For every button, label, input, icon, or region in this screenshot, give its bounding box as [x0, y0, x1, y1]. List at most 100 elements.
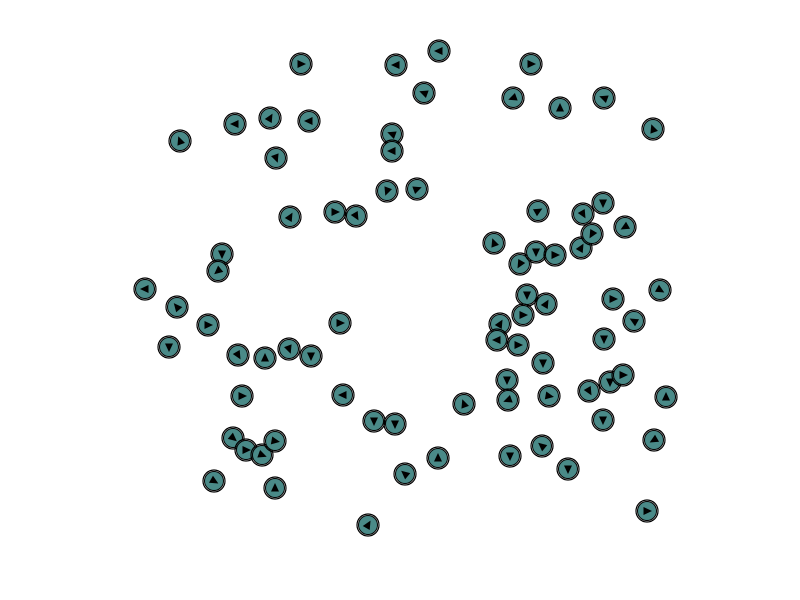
agent-outline-ring — [592, 86, 616, 110]
heading-arrow-icon — [599, 199, 607, 208]
agent-disc-icon — [223, 112, 247, 136]
agent-disc-icon — [601, 287, 625, 311]
agent-disc-icon — [356, 513, 380, 537]
agent-outline-ring — [168, 129, 192, 153]
heading-arrow-icon — [218, 250, 226, 259]
agent-disc-icon — [530, 434, 554, 458]
heading-arrow-icon — [519, 311, 528, 319]
agent-outline-ring — [591, 408, 615, 432]
agent-outline-ring — [331, 383, 355, 407]
heading-arrow-icon — [643, 507, 652, 515]
agent-outline-ring — [277, 337, 301, 361]
heading-arrow-icon — [506, 452, 514, 461]
agent-disc-icon — [426, 446, 450, 470]
agent-outline-ring — [543, 243, 567, 267]
agent-disc-icon — [344, 204, 368, 228]
agent-disc-icon — [157, 335, 181, 359]
agent-disc-icon — [511, 303, 535, 327]
heading-arrow-icon — [434, 47, 443, 55]
heading-arrow-icon — [257, 450, 267, 458]
heading-arrow-icon — [284, 212, 293, 223]
agent-disc-icon — [380, 139, 404, 163]
agent-outline-ring — [482, 231, 506, 255]
heading-arrow-icon — [270, 436, 280, 445]
heading-arrow-icon — [599, 416, 607, 425]
agent-disc-icon — [543, 243, 567, 267]
agent-disc-icon — [524, 240, 548, 264]
agent-outline-ring — [289, 52, 313, 76]
agent-outline-ring — [530, 434, 554, 458]
agent-outline-ring — [641, 117, 665, 141]
agent-outline-ring — [393, 462, 417, 486]
agent-disc-icon — [534, 292, 558, 316]
heading-arrow-icon — [532, 208, 543, 217]
agent-disc-icon — [250, 443, 274, 467]
heading-arrow-icon — [401, 470, 411, 480]
agent-disc-icon — [289, 52, 313, 76]
agent-outline-ring — [221, 426, 245, 450]
agent-outline-ring — [654, 385, 678, 409]
agent-outline-ring — [592, 327, 616, 351]
heading-arrow-icon — [384, 186, 392, 196]
heading-arrow-icon — [540, 299, 549, 310]
agent-outline-ring — [531, 351, 555, 375]
agent-disc-icon — [485, 328, 509, 352]
heading-arrow-icon — [204, 321, 213, 329]
agent-disc-icon — [264, 146, 288, 170]
agent-outline-ring — [452, 392, 476, 416]
agent-disc-icon — [591, 408, 615, 432]
agent-outline-ring — [498, 444, 522, 468]
agent-outline-ring — [496, 388, 520, 412]
heading-arrow-icon — [261, 353, 269, 362]
agent-outline-ring — [613, 215, 637, 239]
heading-arrow-icon — [494, 319, 503, 330]
agent-disc-icon — [635, 499, 659, 523]
heading-arrow-icon — [508, 93, 518, 101]
agent-outline-ring — [526, 199, 550, 223]
agent-outline-ring — [642, 428, 666, 452]
heading-arrow-icon — [230, 120, 239, 128]
agent-disc-icon — [495, 368, 519, 392]
agent-disc-icon — [253, 346, 277, 370]
heading-arrow-icon — [575, 243, 584, 254]
agent-outline-ring — [230, 384, 254, 408]
agent-outline-ring — [501, 86, 525, 110]
heading-arrow-icon — [419, 90, 429, 98]
agent-disc-icon — [427, 39, 451, 63]
heading-arrow-icon — [532, 248, 540, 257]
heading-arrow-icon — [434, 453, 442, 462]
agent-disc-icon — [571, 202, 595, 226]
heading-arrow-icon — [606, 378, 614, 387]
heading-arrow-icon — [503, 376, 511, 385]
heading-arrow-icon — [544, 391, 554, 400]
heading-arrow-icon — [583, 385, 592, 396]
agent-outline-ring — [133, 277, 157, 301]
agent-disc-icon — [263, 476, 287, 500]
agent-outline-ring — [384, 53, 408, 77]
agent-disc-icon — [591, 191, 615, 215]
agent-outline-ring — [344, 204, 368, 228]
agent-disc-icon — [226, 343, 250, 367]
agent-outline-ring — [519, 52, 543, 76]
agent-disc-icon — [519, 52, 543, 76]
agent-outline-ring — [297, 109, 321, 133]
agent-disc-icon — [556, 457, 580, 481]
heading-arrow-icon — [165, 343, 173, 352]
heading-arrow-icon — [538, 442, 548, 452]
agent-disc-icon — [577, 379, 601, 403]
heading-arrow-icon — [331, 208, 340, 216]
agent-disc-icon — [206, 259, 230, 283]
heading-arrow-icon — [338, 391, 347, 399]
heading-arrow-icon — [662, 392, 670, 401]
agent-outline-ring — [263, 476, 287, 500]
heading-arrow-icon — [214, 265, 224, 275]
agent-disc-icon — [537, 384, 561, 408]
heading-arrow-icon — [551, 251, 560, 259]
agent-outline-ring — [548, 96, 572, 120]
agent-disc-icon — [393, 462, 417, 486]
heading-arrow-icon — [140, 285, 149, 293]
agent-disc-icon — [613, 215, 637, 239]
agent-disc-icon — [210, 242, 234, 266]
heading-arrow-icon — [238, 392, 247, 400]
heading-arrow-icon — [649, 434, 660, 443]
